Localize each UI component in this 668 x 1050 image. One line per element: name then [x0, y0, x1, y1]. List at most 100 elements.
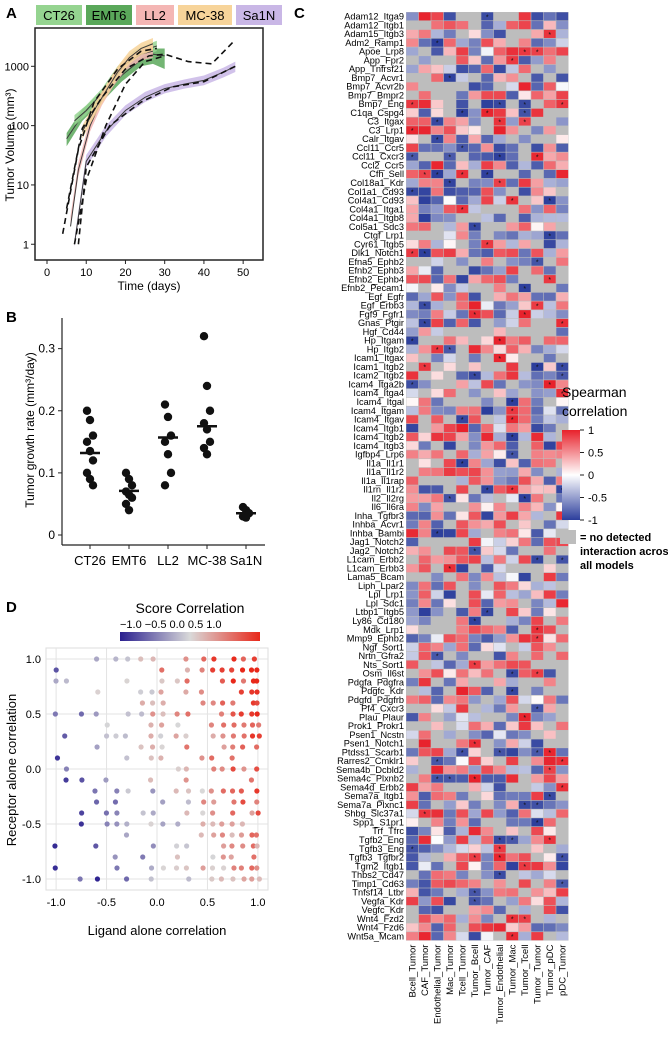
panel-c-row-labels: Adam12_Itga9Adam12_Itgb1Adam15_Itgb3Adm2… — [336, 12, 405, 942]
panel-d-point — [210, 810, 216, 816]
panel-c-cell — [506, 415, 519, 424]
panel-c-cell — [556, 809, 569, 818]
panel-c-cell-marker: * — [561, 365, 564, 372]
panel-c-cell — [506, 126, 519, 135]
panel-c-cell — [406, 371, 419, 380]
panel-c-cell — [531, 406, 544, 415]
panel-a-legend-swatch — [178, 5, 232, 25]
panel-c-cell — [556, 923, 569, 932]
panel-c-cell — [481, 21, 494, 30]
panel-c-cell — [506, 56, 519, 65]
panel-c-cell — [431, 345, 444, 354]
panel-c-cell — [493, 459, 506, 468]
panel-c-cell — [456, 231, 469, 240]
panel-c-cell — [531, 152, 544, 161]
panel-c-cell — [518, 520, 531, 529]
panel-d-point — [104, 821, 110, 827]
panel-c-cell — [418, 161, 431, 170]
panel-d-point — [95, 689, 101, 695]
panel-c-cell — [556, 152, 569, 161]
panel-d-point — [249, 733, 256, 739]
panel-c-cell — [418, 835, 431, 844]
panel-c-cell — [506, 853, 519, 862]
panel-c-cell — [518, 161, 531, 170]
panel-c-cell — [456, 64, 469, 74]
panel-c-cell — [531, 441, 544, 450]
panel-c-cell — [506, 581, 519, 590]
panel-d-point — [211, 656, 217, 662]
panel-c-cell-marker: * — [536, 627, 539, 634]
panel-c-cell — [468, 240, 481, 249]
panel-c-cell — [468, 695, 481, 704]
panel-c-row-label: Lpl_Sdc1 — [366, 598, 404, 608]
panel-c-cell-marker: * — [536, 671, 539, 678]
panel-b-ytick-label: 0.3 — [38, 342, 55, 356]
panel-c-row-label: Efna5_Ephb2 — [348, 257, 404, 267]
panel-c-cell — [518, 178, 531, 187]
panel-c-cell — [456, 485, 469, 494]
panel-c-cell — [556, 765, 569, 774]
panel-a-xtick-label: 50 — [237, 267, 249, 279]
panel-c-cell — [431, 914, 444, 923]
panel-c-cell — [468, 756, 481, 766]
panel-c-cell-marker: * — [498, 750, 501, 757]
panel-d-point — [114, 821, 120, 827]
panel-c-row-label: Il1a_Il1r2 — [366, 467, 404, 477]
panel-c-cell-marker: * — [423, 321, 426, 328]
panel-d-point — [183, 656, 189, 662]
panel-c-cell — [506, 47, 519, 56]
panel-c-cell — [493, 213, 506, 222]
panel-a-legend-label: LL2 — [144, 8, 166, 23]
panel-c-cell — [418, 380, 431, 389]
panel-c-cell — [406, 187, 419, 196]
panel-c-cell — [431, 108, 444, 117]
panel-d-point — [210, 667, 216, 673]
panel-b-point — [202, 381, 212, 391]
panel-c-cell — [468, 494, 481, 503]
panel-c-cell — [506, 607, 519, 617]
panel-c-cell — [543, 64, 556, 74]
panel-d-colorbar — [120, 632, 260, 641]
panel-c-cell — [418, 502, 431, 512]
panel-c-cell — [456, 248, 469, 257]
panel-d-point — [231, 799, 237, 805]
panel-c-cell-marker: * — [561, 102, 564, 109]
panel-c-cell — [418, 301, 431, 310]
panel-c-cell — [418, 914, 431, 923]
panel-c-cell — [431, 932, 444, 941]
panel-c-cell — [543, 870, 556, 879]
panel-c-cell — [493, 371, 506, 380]
panel-c-cell — [456, 318, 469, 328]
panel-c-cell — [406, 800, 419, 809]
panel-d-point — [148, 733, 154, 739]
panel-c-cell — [556, 616, 569, 625]
panel-d-point — [208, 788, 214, 794]
panel-a-letter: A — [6, 5, 17, 22]
panel-c-cell — [493, 599, 506, 608]
panel-c-cell — [493, 555, 506, 564]
panel-d-point — [173, 843, 180, 849]
panel-c-cell — [543, 643, 556, 652]
panel-c-cell — [468, 625, 481, 634]
panel-c-cell — [493, 187, 506, 196]
panel-c-cell — [481, 134, 494, 144]
panel-d-point — [219, 766, 225, 772]
panel-c-cell — [406, 205, 419, 214]
panel-c-row-label: Adam12_Itgb1 — [344, 20, 404, 30]
panel-c-cell — [481, 476, 494, 485]
panel-c-cell — [406, 108, 419, 117]
panel-c-cell — [406, 511, 419, 520]
panel-c-cell — [481, 56, 494, 65]
panel-c-row-label: Efnb2_Ephb3 — [348, 266, 404, 276]
panel-c-cell — [418, 64, 431, 74]
panel-c-cell — [406, 485, 419, 494]
panel-c-cell — [456, 494, 469, 503]
panel-c-cell — [531, 494, 544, 503]
panel-c-row-label: Pdgfa_Pdgfra — [348, 677, 405, 687]
panel-c-cell-marker: * — [511, 917, 514, 924]
panel-d-point — [63, 777, 69, 783]
panel-c-cell — [468, 266, 481, 275]
panel-c-cell — [556, 143, 569, 152]
panel-d-point — [150, 810, 156, 816]
panel-c-cell — [531, 415, 544, 424]
